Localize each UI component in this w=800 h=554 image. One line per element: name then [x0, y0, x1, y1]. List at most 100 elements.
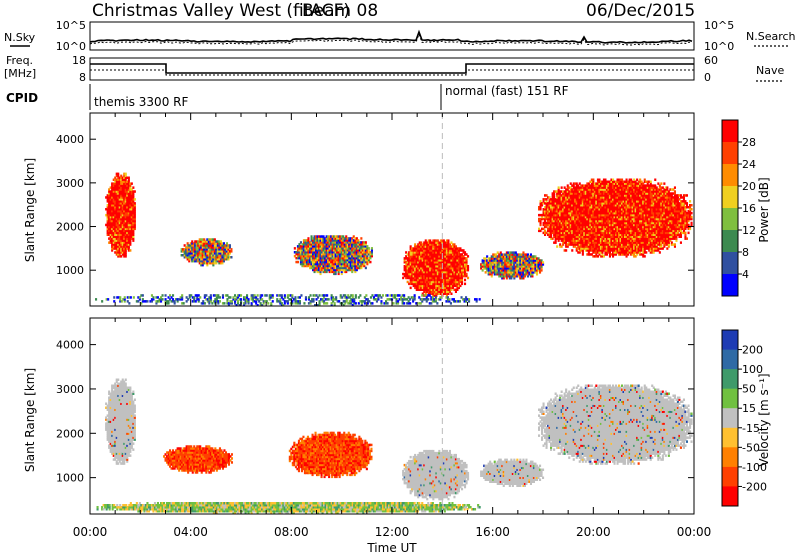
- echo-cell: [210, 259, 213, 263]
- echo-cell: [124, 247, 127, 250]
- echo-cell: [129, 215, 132, 219]
- echo-cell: [111, 204, 114, 207]
- echo-cell: [115, 243, 118, 246]
- echo-cell: [309, 254, 312, 258]
- echo-cell: [313, 252, 316, 256]
- echo-cell: [299, 256, 302, 260]
- echo-cell: [133, 215, 136, 219]
- echo-cell: [219, 256, 222, 259]
- echo-cell: [316, 247, 319, 250]
- echo-cell: [126, 219, 129, 223]
- echo-cell: [124, 237, 127, 240]
- echo-cell: [307, 245, 310, 248]
- echo-cell: [115, 209, 118, 213]
- echo-cell: [302, 251, 305, 254]
- echo-cell: [121, 192, 124, 195]
- echo-cell: [105, 213, 108, 217]
- echo-cell: [114, 241, 117, 244]
- echo-cell: [114, 221, 117, 225]
- echo-cell: [230, 250, 233, 253]
- echo-cell: [207, 240, 210, 243]
- echo-cell: [118, 227, 121, 231]
- echo-cell: [319, 243, 322, 246]
- echo-cell: [118, 241, 121, 244]
- nsky-label: N.Sky: [4, 31, 36, 44]
- echo-cell: [111, 211, 114, 215]
- echo-cell: [120, 186, 123, 189]
- freq-panel: [89, 57, 695, 81]
- echo-cell: [192, 254, 195, 257]
- echo-cell: [126, 180, 129, 183]
- echo-cell: [313, 270, 316, 274]
- power-echo-region: [538, 178, 693, 258]
- echo-cell: [109, 215, 112, 219]
- echo-cell: [213, 259, 216, 263]
- echo-cell: [114, 206, 117, 209]
- echo-cell: [192, 242, 195, 245]
- cpid-mode-2: normal (fast) 151 RF: [445, 84, 569, 98]
- echo-cell: [123, 249, 126, 252]
- echo-cell: [222, 244, 225, 247]
- echo-cell: [206, 258, 209, 261]
- echo-cell: [111, 227, 114, 231]
- echo-cell: [123, 186, 126, 189]
- echo-cell: [203, 256, 206, 259]
- echo-cell: [557, 186, 560, 189]
- echo-cell: [133, 223, 136, 227]
- echo-cell: [129, 192, 132, 195]
- echo-cell: [115, 229, 118, 233]
- echo-cell: [123, 233, 126, 236]
- echo-cell: [124, 180, 127, 183]
- echo-cell: [127, 231, 130, 235]
- echo-cell: [325, 266, 328, 270]
- echo-cell: [195, 256, 198, 259]
- echo-cell: [115, 182, 118, 185]
- echo-cell: [132, 235, 135, 238]
- echo-cell: [213, 248, 216, 251]
- echo-cell: [322, 252, 325, 256]
- echo-cell: [194, 259, 197, 263]
- echo-cell: [322, 239, 325, 242]
- echo-cell: [180, 248, 183, 251]
- freq-trace: [90, 63, 694, 74]
- echo-cell: [222, 246, 225, 249]
- echo-cell: [114, 182, 117, 185]
- echo-cell: [129, 194, 132, 197]
- echo-cell: [112, 235, 115, 238]
- echo-cell: [118, 204, 121, 207]
- echo-cell: [117, 211, 120, 215]
- echo-cell: [124, 176, 127, 179]
- echo-cell: [230, 248, 233, 251]
- echo-cell: [316, 266, 319, 270]
- echo-cell: [310, 247, 313, 250]
- echo-cell: [115, 196, 118, 199]
- echo-cell: [218, 261, 221, 265]
- echo-cell: [216, 242, 219, 245]
- echo-cell: [124, 223, 127, 227]
- echo-cell: [117, 180, 120, 183]
- echo-cell: [106, 215, 109, 219]
- echo-cell: [212, 263, 215, 267]
- echo-cell: [109, 233, 112, 236]
- echo-cell: [118, 208, 121, 211]
- echo-cell: [133, 204, 136, 207]
- echo-cell: [130, 231, 133, 235]
- echo-cell: [327, 254, 330, 258]
- echo-cell: [218, 240, 221, 243]
- echo-cell: [301, 252, 304, 256]
- echo-cell: [313, 249, 316, 252]
- echo-cell: [322, 258, 325, 262]
- echo-cell: [185, 248, 188, 251]
- echo-cell: [111, 223, 114, 227]
- echo-cell: [313, 260, 316, 264]
- echo-cell: [227, 250, 230, 253]
- echo-cell: [325, 237, 328, 240]
- echo-cell: [327, 251, 330, 254]
- nsky-tick-low: 10^0: [56, 40, 86, 53]
- echo-cell: [132, 186, 135, 189]
- echo-cell: [201, 244, 204, 247]
- echo-cell: [325, 251, 328, 254]
- echo-cell: [316, 249, 319, 252]
- echo-cell: [195, 242, 198, 245]
- echo-cell: [191, 240, 194, 243]
